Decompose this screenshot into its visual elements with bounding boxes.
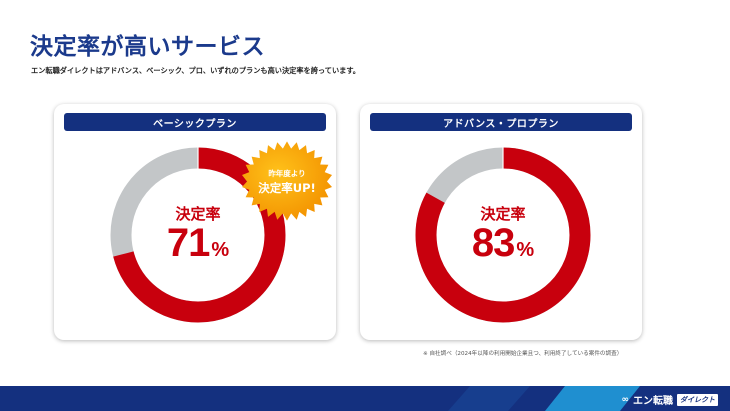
page-title: 決定率が高いサービス xyxy=(30,34,265,60)
donut-ring xyxy=(110,147,286,323)
infinity-logo-icon: ∞ xyxy=(621,394,630,405)
advance-pro-plan-header: アドバンス・プロプラン xyxy=(370,113,632,131)
donut-ring xyxy=(415,147,591,323)
rate-unit: % xyxy=(211,239,230,261)
footnote: ※ 自社調べ（2024年以降の利用開始企業且つ、利用終了している案件の調査） xyxy=(423,351,623,357)
badge-text-line1: 昨年度より xyxy=(268,169,306,178)
rate-unit: % xyxy=(516,239,535,261)
en-tenshoku-direct-logo: ∞ エン転職 ダイレクト xyxy=(621,392,718,407)
badge-text-line2: 決定率UP! xyxy=(258,181,316,195)
advance-pro-plan-donut-chart: 決定率 83% xyxy=(415,147,591,323)
rate-number: 71 xyxy=(166,221,210,265)
basic-plan-header: ベーシックプラン xyxy=(64,113,326,131)
basic-plan-donut-chart: 決定率 71% xyxy=(110,147,286,323)
starburst-icon xyxy=(242,141,332,221)
logo-text: エン転職 xyxy=(633,396,673,407)
rate-number: 83 xyxy=(471,221,515,265)
rate-value: 71% xyxy=(110,221,286,266)
rate-value: 83% xyxy=(415,221,591,266)
rate-label: 決定率 xyxy=(175,205,221,223)
advance-pro-plan-card: アドバンス・プロプラン 決定率 83% xyxy=(360,104,642,340)
rate-label: 決定率 xyxy=(480,205,526,223)
logo-tag: ダイレクト xyxy=(677,393,718,406)
footer-stripes xyxy=(448,386,730,411)
page-subtitle: エン転職ダイレクトはアドバンス、ベーシック、プロ、いずれのプランも高い決定率を誇… xyxy=(31,66,360,75)
rate-up-badge: 昨年度より 決定率UP! xyxy=(239,133,335,229)
basic-plan-card: ベーシックプラン 決定率 71% 昨年度より 決定率UP! xyxy=(54,104,336,340)
footer-band: ∞ エン転職 ダイレクト xyxy=(0,386,730,411)
